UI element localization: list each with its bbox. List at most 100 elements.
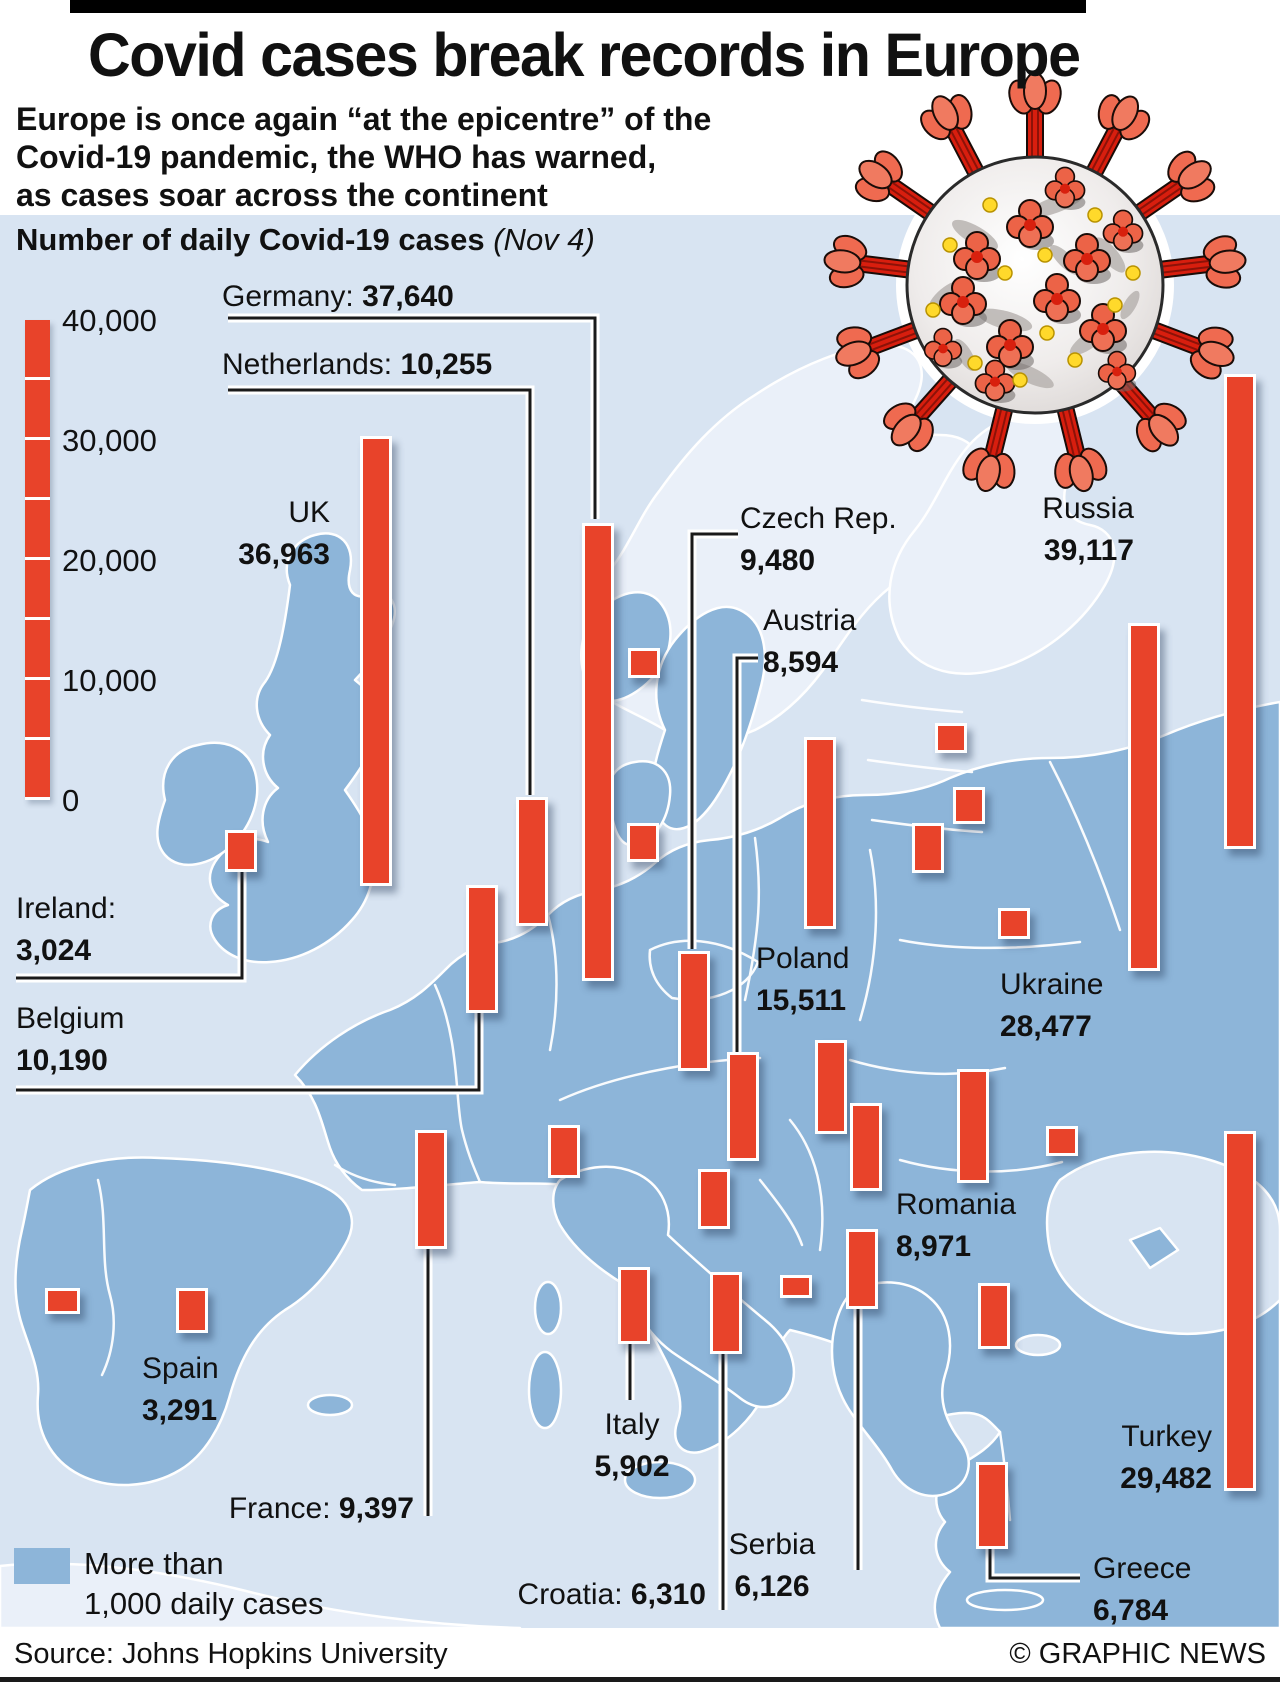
island-sicily	[623, 1460, 697, 1500]
case-bar-italy	[618, 1267, 650, 1344]
scale-tick-0: 0	[62, 783, 80, 818]
callout-germany	[228, 316, 597, 519]
case-bar-moldova	[1046, 1126, 1078, 1156]
label-name-croatia: Croatia:	[517, 1578, 623, 1611]
label-value-spain: 3,291	[142, 1394, 218, 1427]
label-croatia: Croatia: 6,310	[518, 1574, 706, 1616]
scale-tick-30000: 30,000	[62, 423, 157, 458]
label-name-poland: Poland	[756, 942, 850, 975]
label-name-france: France:	[228, 1492, 331, 1525]
island-corsica	[533, 1280, 563, 1336]
label-ukraine: Ukraine 28,477	[1000, 964, 1103, 1048]
label-name-ireland: Ireland:	[16, 892, 117, 925]
island-mallorca	[306, 1393, 354, 1417]
label-value-czech-rep-: 9,480	[740, 544, 816, 577]
label-france: France: 9,397	[229, 1488, 414, 1530]
subtitle-line-3: as cases soar across the continent	[16, 177, 548, 213]
case-bar-serbia	[846, 1229, 878, 1309]
label-value-romania: 8,971	[896, 1230, 972, 1263]
label-value-poland: 15,511	[756, 984, 847, 1017]
island-sardinia	[527, 1350, 563, 1430]
case-bar-belarus	[998, 908, 1030, 939]
label-russia: Russia 39,117	[1042, 488, 1134, 572]
scale-tick-40000: 40,000	[62, 303, 157, 338]
label-value-croatia: 6,310	[630, 1578, 706, 1611]
case-bar-slovenia	[698, 1169, 730, 1229]
label-name-greece: Greece	[1093, 1552, 1192, 1585]
label-value-netherlands: 10,255	[400, 348, 493, 381]
case-bar-netherlands	[516, 797, 548, 926]
legend-swatch	[14, 1548, 70, 1584]
label-italy: Italy 5,902	[594, 1404, 669, 1488]
credit-text: © GRAPHIC NEWS	[1009, 1638, 1266, 1670]
case-bar-bulgaria	[978, 1283, 1010, 1349]
case-bar-slovakia	[815, 1040, 847, 1134]
label-value-serbia: 6,126	[734, 1570, 810, 1603]
label-name-turkey: Turkey	[1121, 1420, 1212, 1453]
case-bar-turkey	[1224, 1131, 1256, 1491]
label-value-france: 9,397	[338, 1492, 414, 1525]
callout-greece	[988, 1543, 1080, 1580]
scale-tick-10000: 10,000	[62, 663, 157, 698]
label-name-netherlands: Netherlands:	[222, 348, 393, 381]
case-bar-ukraine	[1128, 623, 1160, 971]
case-bar-portugal	[45, 1288, 80, 1314]
label-belgium: Belgium 10,190	[16, 998, 124, 1082]
section-heading: Number of daily Covid-19 cases (Nov 4)	[16, 222, 595, 258]
label-ireland: Ireland: 3,024	[16, 888, 116, 972]
scale-bar	[25, 320, 50, 800]
callout-ireland	[16, 868, 244, 980]
case-bar-croatia	[710, 1272, 742, 1354]
case-bar-spain	[176, 1288, 208, 1333]
label-name-belgium: Belgium	[16, 1002, 125, 1035]
label-turkey: Turkey 29,482	[1120, 1416, 1212, 1500]
case-bar-lithuania	[912, 823, 944, 873]
label-name-italy: Italy	[604, 1408, 660, 1441]
label-value-italy: 5,902	[594, 1450, 670, 1483]
case-bar-ireland	[225, 830, 257, 872]
case-bar-germany	[582, 523, 614, 981]
label-name-spain: Spain	[142, 1352, 219, 1385]
label-value-belgium: 10,190	[16, 1044, 108, 1077]
subtitle-line-2: Covid-19 pandemic, the WHO has warned,	[16, 139, 657, 175]
case-bar-hungary	[850, 1103, 882, 1191]
land-greece	[830, 1281, 970, 1498]
scale-tick-20000: 20,000	[62, 543, 157, 578]
callout-austria	[735, 656, 758, 1052]
case-bar-belgium	[466, 885, 498, 1013]
label-value-germany: 37,640	[362, 280, 454, 313]
case-bar-switzerland	[548, 1125, 580, 1178]
label-austria: Austria 8,594	[763, 600, 856, 684]
bottom-rule	[0, 1677, 1280, 1682]
label-poland: Poland 15,511	[756, 938, 849, 1022]
legend-line-1: More than	[84, 1546, 224, 1581]
top-rule	[70, 0, 1086, 13]
section-heading-text: Number of daily Covid-19 cases	[16, 222, 485, 257]
label-value-greece: 6,784	[1093, 1594, 1169, 1627]
subtitle-line-1: Europe is once again “at the epicentre” …	[16, 101, 712, 137]
island-crete	[965, 1588, 1045, 1612]
label-uk: UK 36,963	[238, 492, 330, 576]
label-czech-rep-: Czech Rep. 9,480	[740, 498, 897, 582]
virus-yellow-dots	[925, 197, 1141, 388]
footer-band	[0, 1628, 1280, 1686]
case-bar-france	[415, 1130, 447, 1249]
case-bar-austria	[727, 1052, 759, 1161]
callout-belgium	[16, 1009, 481, 1092]
case-bar-estonia	[935, 723, 967, 753]
label-name-russia: Russia	[1042, 492, 1134, 525]
callout-netherlands	[228, 388, 532, 795]
case-bar-greece	[976, 1462, 1008, 1549]
page-title: Covid cases break records in Europe	[88, 21, 1081, 89]
label-name-serbia: Serbia	[728, 1528, 816, 1561]
label-name-austria: Austria	[763, 604, 857, 637]
label-value-russia: 39,117	[1043, 534, 1134, 567]
label-name-germany: Germany:	[222, 280, 354, 313]
land-north-africa	[0, 1562, 522, 1630]
case-bar-denmark	[627, 823, 659, 862]
case-bar-russia	[1224, 374, 1256, 849]
label-germany: Germany: 37,640	[222, 276, 454, 318]
